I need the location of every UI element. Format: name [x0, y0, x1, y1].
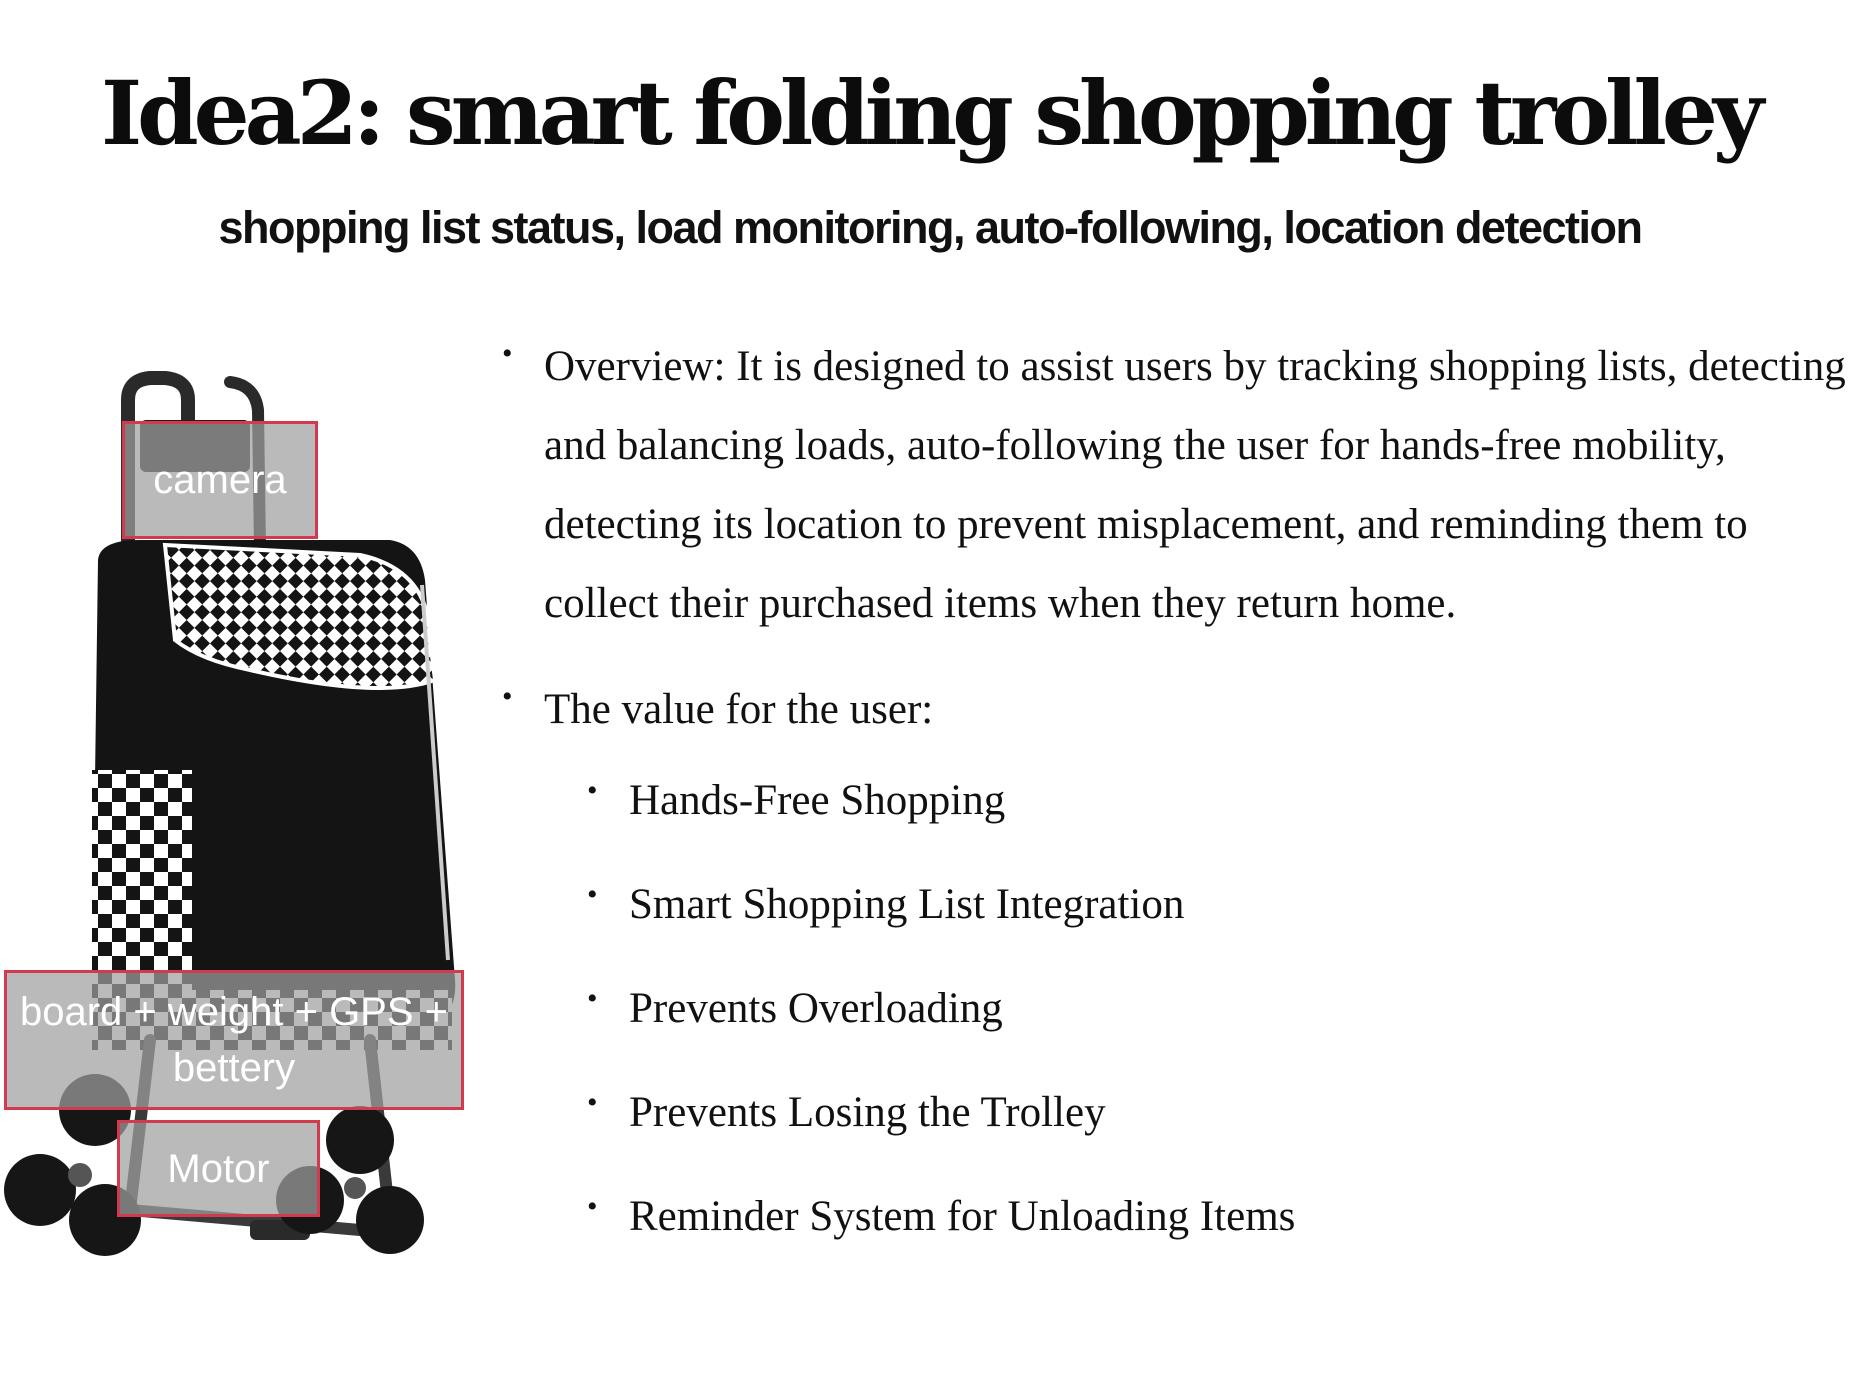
slide-title: Idea2: smart folding shopping trolley: [100, 61, 1764, 165]
value-item: • Prevents Losing the Trolley: [500, 1082, 1850, 1144]
bullet-dot: •: [502, 680, 513, 713]
value-item-text: Smart Shopping List Integration: [629, 881, 1185, 928]
value-item: • Prevents Overloading: [500, 978, 1850, 1040]
value-item-text: Prevents Losing the Trolley: [629, 1089, 1106, 1136]
value-item-text: Reminder System for Unloading Items: [629, 1193, 1296, 1240]
slide-subtitle: shopping list status, load monitoring, a…: [218, 202, 1643, 253]
camera-label: camera: [122, 421, 318, 539]
trolley-figure: camera board + weight + GPS + bettery Mo…: [0, 340, 500, 1320]
bullet-dot: •: [502, 337, 513, 370]
bullet-dot: •: [587, 1190, 598, 1223]
value-item-text: Prevents Overloading: [629, 985, 1003, 1032]
board-weight-gps-battery-label: board + weight + GPS + bettery: [4, 970, 464, 1110]
overview-bullet: • Overview: It is designed to assist use…: [500, 327, 1850, 643]
motor-label: Motor: [117, 1120, 320, 1217]
bullet-dot: •: [587, 878, 598, 911]
value-item-text: Hands-Free Shopping: [629, 777, 1006, 824]
value-heading: The value for the user:: [544, 686, 934, 733]
value-item: • Reminder System for Unloading Items: [500, 1186, 1850, 1248]
overview-text: Overview: It is designed to assist users…: [544, 343, 1846, 627]
value-item: • Smart Shopping List Integration: [500, 874, 1850, 936]
value-heading-bullet: • The value for the user:: [500, 670, 1850, 749]
bullet-dot: •: [587, 1086, 598, 1119]
content-list: • Overview: It is designed to assist use…: [500, 327, 1850, 1290]
value-item: • Hands-Free Shopping: [500, 770, 1850, 832]
bullet-dot: •: [587, 774, 598, 807]
bullet-dot: •: [587, 982, 598, 1015]
